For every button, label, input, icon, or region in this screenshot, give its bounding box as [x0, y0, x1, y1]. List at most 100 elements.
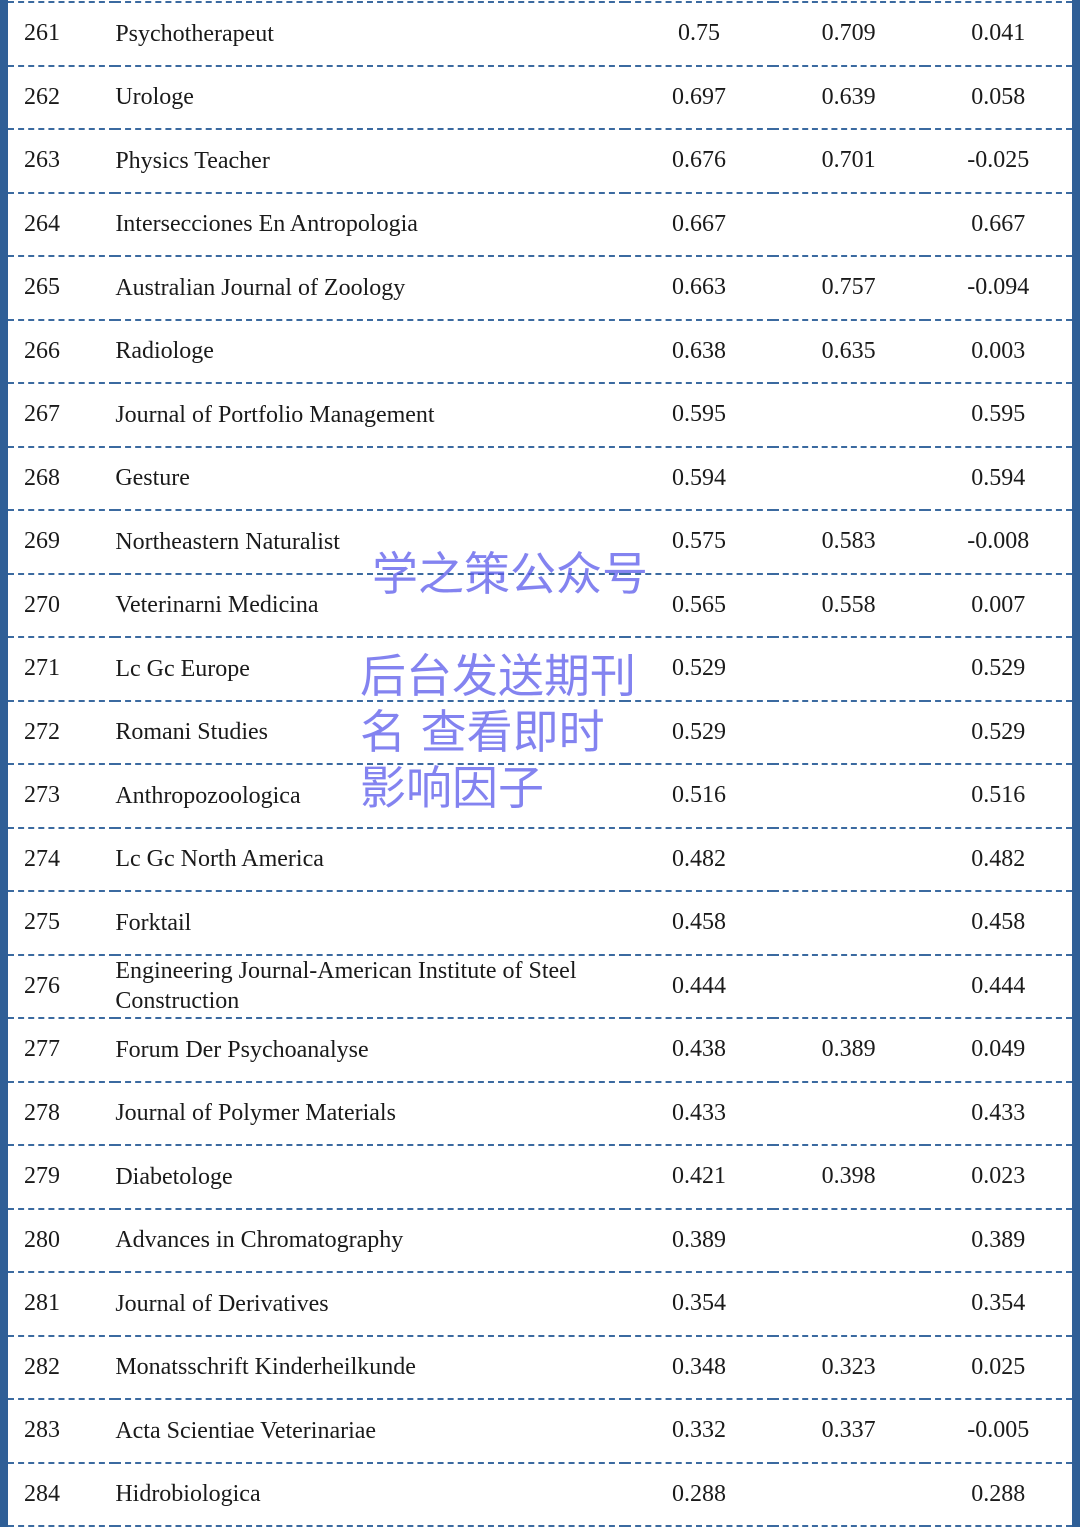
- cell-b: 0.323: [772, 1334, 925, 1399]
- cell-c: -0.005: [924, 1398, 1072, 1463]
- cell-c: -0.025: [924, 128, 1072, 193]
- table-row: 263 Physics Teacher 0.676 0.701 -0.025: [8, 128, 1072, 193]
- cell-name: Urologe: [115, 64, 626, 129]
- cell-c: 0.007: [924, 572, 1072, 637]
- cell-name: Advances in Chromatography: [115, 1207, 626, 1272]
- cell-c: 0.595: [924, 382, 1072, 447]
- cell-a: 0.676: [625, 128, 773, 193]
- table-row: 269 Northeastern Naturalist 0.575 0.583 -0.0…: [8, 509, 1072, 574]
- table-row: 262 Urologe 0.697 0.639 0.058: [8, 64, 1072, 129]
- cell-a: 0.667: [625, 191, 773, 256]
- cell-b: 0.757: [772, 255, 925, 320]
- cell-c: 0.458: [924, 890, 1072, 955]
- table-row: 266 Radiologe 0.638 0.635 0.003: [8, 318, 1072, 383]
- cell-a: 0.458: [625, 890, 773, 955]
- cell-rank: 271: [8, 636, 116, 701]
- cell-b: 0.635: [772, 318, 925, 383]
- cell-c: 0.482: [924, 826, 1072, 891]
- cell-name: Monatsschrift Kinderheilkunde: [115, 1334, 626, 1399]
- cell-rank: 262: [8, 64, 116, 129]
- cell-a: 0.638: [625, 318, 773, 383]
- cell-a: 0.438: [625, 1017, 773, 1082]
- cell-rank: 272: [8, 699, 116, 764]
- cell-rank: 269: [8, 509, 116, 574]
- cell-c: 0.444: [924, 953, 1072, 1018]
- cell-b: 0.558: [772, 572, 925, 637]
- cell-name: Gesture: [115, 445, 626, 510]
- cell-rank: 267: [8, 382, 116, 447]
- table-row: 284 Hidrobiologica 0.288 0.288: [8, 1461, 1072, 1527]
- cell-b: 0.709: [772, 1, 925, 66]
- table-row: 278 Journal of Polymer Materials 0.433 0.43…: [8, 1080, 1072, 1145]
- cell-a: 0.529: [625, 636, 773, 701]
- cell-b: [772, 763, 925, 828]
- cell-rank: 278: [8, 1080, 116, 1145]
- cell-rank: 277: [8, 1017, 116, 1082]
- cell-a: 0.663: [625, 255, 773, 320]
- cell-b: 0.639: [772, 64, 925, 129]
- cell-b: 0.337: [772, 1398, 925, 1463]
- cell-b: [772, 382, 925, 447]
- table-row: 270 Veterinarni Medicina 0.565 0.558 0.007: [8, 572, 1072, 637]
- cell-b: [772, 826, 925, 891]
- cell-a: 0.595: [625, 382, 773, 447]
- cell-a: 0.389: [625, 1207, 773, 1272]
- cell-name: Engineering Journal-American Institute o…: [115, 953, 626, 1018]
- cell-b: [772, 699, 925, 764]
- cell-c: 0.049: [924, 1017, 1072, 1082]
- cell-b: 0.583: [772, 509, 925, 574]
- cell-c: 0.354: [924, 1271, 1072, 1336]
- table-row: 267 Journal of Portfolio Management 0.595 0…: [8, 382, 1072, 447]
- table-row: 265 Australian Journal of Zoology 0.663 0.7…: [8, 255, 1072, 320]
- cell-b: 0.398: [772, 1144, 925, 1209]
- table-row: 261 Psychotherapeut 0.75 0.709 0.041: [8, 1, 1072, 66]
- table-row: 273 Anthropozoologica 0.516 0.516: [8, 763, 1072, 828]
- cell-rank: 274: [8, 826, 116, 891]
- cell-rank: 265: [8, 255, 116, 320]
- cell-rank: 284: [8, 1461, 116, 1527]
- cell-c: -0.008: [924, 509, 1072, 574]
- cell-rank: 279: [8, 1144, 116, 1209]
- cell-rank: 281: [8, 1271, 116, 1336]
- cell-c: 0.594: [924, 445, 1072, 510]
- cell-b: [772, 1271, 925, 1336]
- table-row: 280 Advances in Chromatography 0.389 0.389: [8, 1207, 1072, 1272]
- cell-c: 0.058: [924, 64, 1072, 129]
- table-row: 283 Acta Scientiae Veterinariae 0.332 0.337…: [8, 1398, 1072, 1463]
- table-row: 268 Gesture 0.594 0.594: [8, 445, 1072, 510]
- cell-name: Lc Gc Europe: [115, 636, 626, 701]
- cell-rank: 261: [8, 1, 116, 66]
- table-row: 282 Monatsschrift Kinderheilkunde 0.348 0.3…: [8, 1334, 1072, 1399]
- cell-c: 0.288: [924, 1461, 1072, 1527]
- cell-rank: 273: [8, 763, 116, 828]
- cell-b: [772, 890, 925, 955]
- cell-a: 0.516: [625, 763, 773, 828]
- cell-c: 0.667: [924, 191, 1072, 256]
- cell-name: Journal of Derivatives: [115, 1271, 626, 1336]
- table-row: 274 Lc Gc North America 0.482 0.482: [8, 826, 1072, 891]
- cell-name: Romani Studies: [115, 699, 626, 764]
- cell-a: 0.332: [625, 1398, 773, 1463]
- table-row: 272 Romani Studies 0.529 0.529: [8, 699, 1072, 764]
- cell-c: -0.094: [924, 255, 1072, 320]
- cell-rank: 282: [8, 1334, 116, 1399]
- cell-rank: 276: [8, 953, 116, 1018]
- cell-name: Psychotherapeut: [115, 1, 626, 66]
- table-row: 275 Forktail 0.458 0.458: [8, 890, 1072, 955]
- cell-name: Diabetologe: [115, 1144, 626, 1209]
- cell-c: 0.529: [924, 699, 1072, 764]
- cell-b: 0.389: [772, 1017, 925, 1082]
- cell-c: 0.389: [924, 1207, 1072, 1272]
- cell-a: 0.482: [625, 826, 773, 891]
- cell-b: [772, 191, 925, 256]
- cell-name: Forktail: [115, 890, 626, 955]
- cell-name: Acta Scientiae Veterinariae: [115, 1398, 626, 1463]
- cell-c: 0.023: [924, 1144, 1072, 1209]
- cell-rank: 280: [8, 1207, 116, 1272]
- cell-a: 0.444: [625, 953, 773, 1018]
- cell-rank: 266: [8, 318, 116, 383]
- table-row: 271 Lc Gc Europe 0.529 0.529: [8, 636, 1072, 701]
- cell-name: Northeastern Naturalist: [115, 509, 626, 574]
- cell-a: 0.348: [625, 1334, 773, 1399]
